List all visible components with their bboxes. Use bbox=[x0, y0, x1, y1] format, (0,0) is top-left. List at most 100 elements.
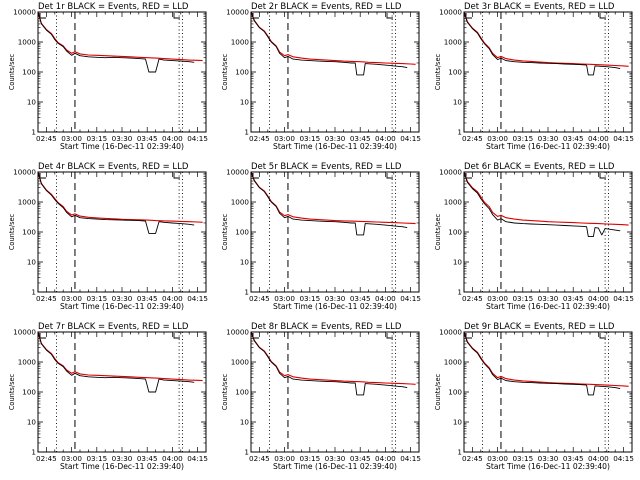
detector-panel: Det 7r BLACK = Events, RED = LLD 1 10 100 10… bbox=[8, 322, 208, 471]
y-tick-label: 100 bbox=[235, 228, 249, 237]
corner-marker-left bbox=[39, 333, 46, 339]
x-tick-label: 04:00 bbox=[375, 454, 396, 463]
x-tick-label: 03:45 bbox=[350, 454, 371, 463]
y-tick-label: 100 bbox=[448, 388, 462, 397]
x-tick-label: 02:45 bbox=[249, 454, 270, 463]
events-series-line bbox=[38, 12, 195, 73]
x-tick-label: 02:45 bbox=[462, 134, 483, 143]
events-series-line bbox=[251, 332, 408, 396]
lld-series-line bbox=[38, 12, 203, 62]
y-tick-label: 100 bbox=[448, 68, 462, 77]
panel-title: Det 9r BLACK = Events, RED = LLD bbox=[464, 322, 615, 332]
lld-series-line bbox=[464, 332, 629, 387]
x-axis-label: Start Time (16-Dec-11 02:39:40) bbox=[486, 462, 610, 471]
x-tick-label: 02:45 bbox=[36, 294, 57, 303]
plot-frame bbox=[250, 11, 420, 133]
panel-title: Det 7r BLACK = Events, RED = LLD bbox=[38, 322, 189, 332]
x-axis-label: Start Time (16-Dec-11 02:39:40) bbox=[60, 462, 184, 471]
x-tick-label: 03:15 bbox=[86, 294, 107, 303]
x-axis-label: Start Time (16-Dec-11 02:39:40) bbox=[60, 142, 184, 151]
y-tick-label: 10000 bbox=[226, 328, 249, 337]
detector-panel: Det 8r BLACK = Events, RED = LLD 1 10 100 10… bbox=[221, 322, 421, 471]
x-tick-label: 03:30 bbox=[325, 134, 346, 143]
y-tick-label: 10 bbox=[27, 418, 37, 427]
y-tick-label: 1 bbox=[31, 288, 36, 297]
y-axis-label: Counts/sec bbox=[434, 213, 442, 250]
x-tick-label: 02:45 bbox=[462, 454, 483, 463]
x-tick-label: 03:30 bbox=[112, 294, 133, 303]
y-tick-label: 10000 bbox=[226, 168, 249, 177]
corner-marker-left bbox=[465, 13, 472, 19]
x-axis-label: Start Time (16-Dec-11 02:39:40) bbox=[273, 302, 397, 311]
y-tick-label: 100 bbox=[235, 388, 249, 397]
x-tick-label: 03:00 bbox=[487, 294, 508, 303]
x-tick-label: 03:15 bbox=[299, 294, 320, 303]
x-tick-label: 03:00 bbox=[274, 294, 295, 303]
y-tick-label: 100 bbox=[22, 68, 36, 77]
x-tick-label: 03:15 bbox=[299, 454, 320, 463]
x-axis-label: Start Time (16-Dec-11 02:39:40) bbox=[60, 302, 184, 311]
y-axis-label: Counts/sec bbox=[221, 53, 229, 90]
y-tick-label: 10000 bbox=[13, 168, 36, 177]
x-tick-label: 04:15 bbox=[187, 134, 208, 143]
detector-panel: Det 5r BLACK = Events, RED = LLD 1 10 100 10… bbox=[221, 162, 421, 311]
y-tick-label: 100 bbox=[22, 228, 36, 237]
x-tick-label: 02:45 bbox=[36, 454, 57, 463]
x-tick-label: 03:45 bbox=[563, 294, 584, 303]
y-tick-label: 100 bbox=[235, 68, 249, 77]
detector-panel: Det 9r BLACK = Events, RED = LLD 1 10 100 10… bbox=[434, 322, 634, 471]
y-tick-label: 10 bbox=[27, 98, 37, 107]
x-tick-label: 04:15 bbox=[400, 454, 421, 463]
x-tick-label: 03:45 bbox=[350, 134, 371, 143]
events-series-line bbox=[38, 332, 195, 393]
y-tick-label: 1000 bbox=[444, 38, 463, 47]
x-tick-label: 04:00 bbox=[375, 294, 396, 303]
corner-marker-left bbox=[252, 173, 259, 179]
x-tick-label: 03:15 bbox=[512, 134, 533, 143]
y-tick-label: 1000 bbox=[18, 198, 37, 207]
x-tick-label: 03:30 bbox=[325, 454, 346, 463]
y-tick-label: 10 bbox=[453, 258, 463, 267]
x-axis-label: Start Time (16-Dec-11 02:39:40) bbox=[273, 462, 397, 471]
y-axis-label: Counts/sec bbox=[434, 53, 442, 90]
x-tick-label: 04:15 bbox=[400, 134, 421, 143]
x-tick-label: 04:15 bbox=[400, 294, 421, 303]
x-axis-label: Start Time (16-Dec-11 02:39:40) bbox=[273, 142, 397, 151]
x-tick-label: 03:00 bbox=[61, 294, 82, 303]
x-tick-label: 03:30 bbox=[325, 294, 346, 303]
events-series-line bbox=[251, 172, 408, 236]
x-tick-label: 03:45 bbox=[137, 134, 158, 143]
y-axis-label: Counts/sec bbox=[8, 213, 16, 250]
x-tick-label: 03:00 bbox=[487, 134, 508, 143]
y-tick-label: 1 bbox=[457, 288, 462, 297]
y-axis-label: Counts/sec bbox=[434, 373, 442, 410]
lld-series-line bbox=[38, 332, 203, 382]
x-tick-label: 02:45 bbox=[36, 134, 57, 143]
corner-marker-left bbox=[39, 173, 46, 179]
x-tick-label: 04:15 bbox=[613, 294, 634, 303]
panel-title: Det 2r BLACK = Events, RED = LLD bbox=[251, 2, 402, 12]
events-series-line bbox=[464, 172, 621, 238]
x-tick-label: 03:30 bbox=[538, 454, 559, 463]
x-tick-label: 04:00 bbox=[162, 294, 183, 303]
corner-marker-right bbox=[386, 13, 393, 19]
x-tick-label: 03:45 bbox=[563, 454, 584, 463]
plot-frame bbox=[37, 331, 207, 453]
x-tick-label: 03:30 bbox=[112, 454, 133, 463]
x-tick-label: 03:30 bbox=[538, 294, 559, 303]
corner-marker-right bbox=[386, 333, 393, 339]
events-series-line bbox=[464, 12, 621, 76]
y-tick-label: 1000 bbox=[231, 198, 250, 207]
y-tick-label: 1 bbox=[31, 448, 36, 457]
x-tick-label: 03:30 bbox=[538, 134, 559, 143]
events-series-line bbox=[464, 332, 621, 396]
x-tick-label: 03:15 bbox=[86, 134, 107, 143]
corner-marker-left bbox=[252, 13, 259, 19]
lld-series-line bbox=[38, 172, 203, 223]
y-axis-label: Counts/sec bbox=[221, 373, 229, 410]
panel-title: Det 3r BLACK = Events, RED = LLD bbox=[464, 2, 615, 12]
y-axis-label: Counts/sec bbox=[8, 53, 16, 90]
x-tick-label: 03:15 bbox=[512, 294, 533, 303]
y-tick-label: 1 bbox=[244, 128, 249, 137]
